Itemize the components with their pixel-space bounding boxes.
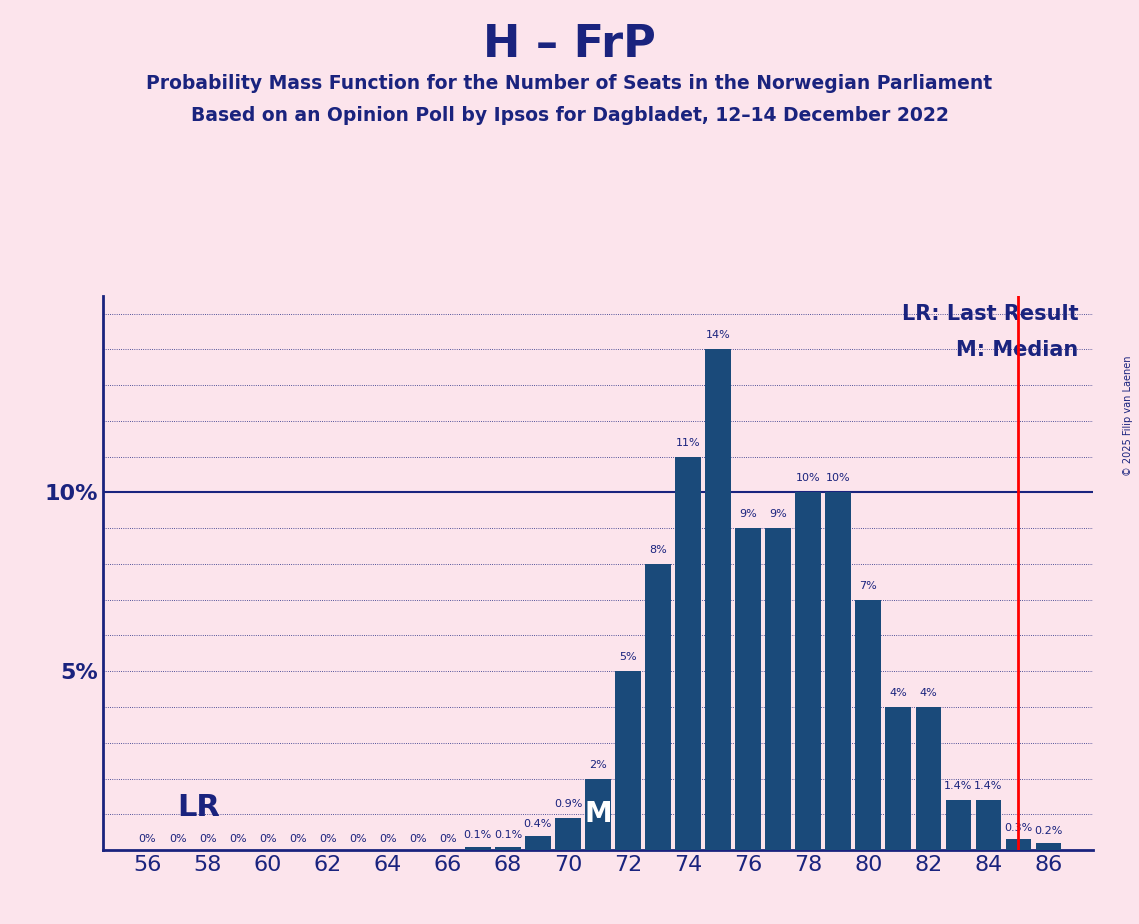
Text: H – FrP: H – FrP	[483, 23, 656, 67]
Text: 9%: 9%	[739, 509, 757, 519]
Text: 0%: 0%	[289, 833, 306, 844]
Text: 8%: 8%	[649, 545, 667, 555]
Text: 0%: 0%	[409, 833, 427, 844]
Text: M: Median: M: Median	[957, 340, 1079, 360]
Text: 0.1%: 0.1%	[494, 830, 522, 840]
Bar	[736, 529, 761, 850]
Text: © 2025 Filip van Laenen: © 2025 Filip van Laenen	[1123, 356, 1133, 476]
Text: 10%: 10%	[796, 473, 820, 483]
Text: 14%: 14%	[706, 331, 730, 340]
Text: 0%: 0%	[169, 833, 187, 844]
Text: Probability Mass Function for the Number of Seats in the Norwegian Parliament: Probability Mass Function for the Number…	[147, 74, 992, 93]
Text: 0.2%: 0.2%	[1034, 826, 1063, 836]
Bar	[976, 800, 1001, 850]
Text: Based on an Opinion Poll by Ipsos for Dagbladet, 12–14 December 2022: Based on an Opinion Poll by Ipsos for Da…	[190, 106, 949, 126]
Text: 4%: 4%	[919, 688, 937, 698]
Bar	[555, 818, 581, 850]
Bar	[525, 836, 550, 850]
Bar	[945, 800, 972, 850]
Text: 10%: 10%	[826, 473, 851, 483]
Text: 1.4%: 1.4%	[974, 781, 1002, 791]
Text: 0%: 0%	[259, 833, 277, 844]
Text: 0%: 0%	[379, 833, 396, 844]
Bar	[826, 492, 851, 850]
Bar	[795, 492, 821, 850]
Text: 0%: 0%	[439, 833, 457, 844]
Text: 0.1%: 0.1%	[464, 830, 492, 840]
Text: 0.9%: 0.9%	[554, 799, 582, 808]
Text: 0%: 0%	[229, 833, 246, 844]
Text: 2%: 2%	[589, 760, 607, 770]
Text: 0%: 0%	[319, 833, 336, 844]
Text: 7%: 7%	[859, 581, 877, 590]
Text: 9%: 9%	[769, 509, 787, 519]
Bar	[495, 846, 521, 850]
Bar	[585, 779, 611, 850]
Text: 0%: 0%	[349, 833, 367, 844]
Bar	[615, 671, 641, 850]
Text: 4%: 4%	[890, 688, 907, 698]
Text: 5%: 5%	[620, 652, 637, 663]
Bar	[916, 707, 941, 850]
Text: M: M	[584, 800, 612, 828]
Bar	[675, 456, 700, 850]
Text: LR: LR	[178, 793, 221, 821]
Bar	[1035, 843, 1062, 850]
Text: LR: Last Result: LR: Last Result	[902, 304, 1079, 324]
Bar	[765, 529, 790, 850]
Text: 0%: 0%	[199, 833, 216, 844]
Bar	[465, 846, 491, 850]
Bar	[1006, 839, 1031, 850]
Bar	[705, 349, 731, 850]
Bar	[646, 564, 671, 850]
Bar	[885, 707, 911, 850]
Text: 0.4%: 0.4%	[524, 820, 552, 830]
Bar	[855, 600, 880, 850]
Text: 1.4%: 1.4%	[944, 781, 973, 791]
Text: 11%: 11%	[675, 438, 700, 448]
Text: 0%: 0%	[139, 833, 156, 844]
Text: 0.3%: 0.3%	[1005, 823, 1032, 833]
